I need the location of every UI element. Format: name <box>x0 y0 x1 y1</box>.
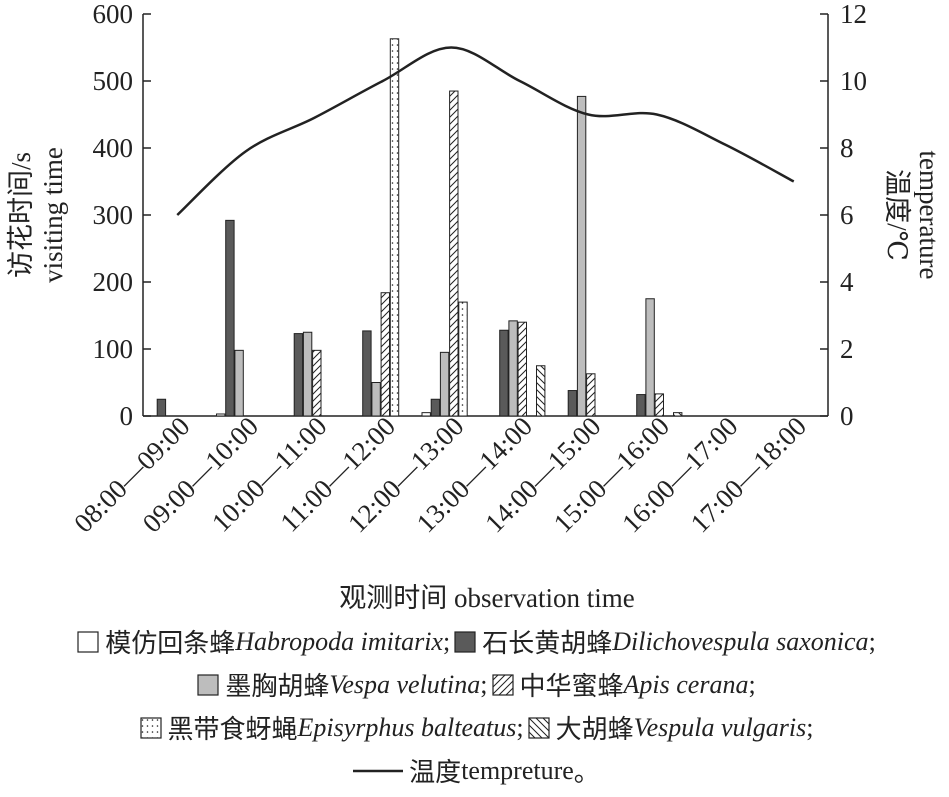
legend-swatch <box>197 673 219 696</box>
legend-name: 黑带食蚜蝇 <box>167 715 298 744</box>
y2-axis-label: temperature <box>914 151 944 280</box>
bar <box>673 412 683 417</box>
bar <box>645 298 655 417</box>
y-tick-label: 0 <box>120 401 134 431</box>
bar <box>380 292 391 417</box>
y2-tick-label: 12 <box>840 0 867 29</box>
y-axis-label: 访花时间/s <box>6 152 36 278</box>
legend-swatch <box>139 716 162 739</box>
y-tick-label: 500 <box>93 66 134 96</box>
bar <box>458 301 468 417</box>
legend-punct: ; <box>516 712 524 742</box>
legend-box <box>454 630 476 653</box>
y-tick-label: 400 <box>93 133 134 163</box>
legend-box <box>491 673 514 696</box>
bar <box>293 333 304 417</box>
bar <box>654 393 664 417</box>
legend-punct: ; <box>868 626 876 656</box>
bar <box>371 382 381 417</box>
y2-tick-label: 6 <box>840 200 854 230</box>
bar <box>439 351 450 417</box>
legend-latin: Apis cerana <box>623 669 749 699</box>
legend-name: 模仿回条蜂 <box>105 629 236 658</box>
bar <box>567 390 578 417</box>
legend-punct: 。 <box>573 758 600 787</box>
bar <box>517 321 527 417</box>
legend-name: 中华蜜蜂 <box>519 672 624 701</box>
bar <box>302 331 313 417</box>
bar <box>508 320 518 417</box>
x-axis-label: 观测时间 observation time <box>339 583 634 613</box>
legend-name: 石长黄胡蜂 <box>482 629 613 658</box>
y-tick-label: 200 <box>93 267 134 297</box>
legend-punct: ; <box>748 669 756 699</box>
legend: 模仿回条蜂 Habropoda imitarix; 石长黄胡蜂 Dilichov… <box>0 620 949 792</box>
legend-latin: Dilichovespula saxonica <box>612 626 869 656</box>
legend-name: 温度 <box>409 758 462 787</box>
legend-latin: Vespa velutina <box>329 669 481 699</box>
y-tick-label: 100 <box>93 334 134 364</box>
legend-latin: Vespula vulgaris <box>633 712 807 742</box>
bar <box>536 365 546 417</box>
bar <box>234 349 244 417</box>
bar <box>636 394 646 417</box>
legend-box <box>139 716 162 739</box>
y2-tick-label: 10 <box>840 66 867 96</box>
legend-punct: ; <box>442 626 451 656</box>
y2-tick-label: 0 <box>840 401 854 431</box>
legend-punct: ; <box>480 669 488 699</box>
legend-latin: Episyrphus balteatus <box>297 712 517 742</box>
legend-latin: Habropoda imitarix <box>235 626 443 656</box>
legend-swatch <box>454 630 476 653</box>
y2-tick-label: 2 <box>840 334 854 364</box>
bar <box>389 38 400 417</box>
bar <box>449 90 459 417</box>
bar <box>312 349 322 417</box>
bar <box>421 412 431 417</box>
legend-row: 黑带食蚜蝇 Episyrphus balteatus; 大胡蜂 Vespula … <box>0 706 949 749</box>
legend-latin: tempreture <box>461 755 574 785</box>
bar <box>156 398 167 417</box>
bar <box>586 373 596 417</box>
temperature-line <box>176 46 795 216</box>
legend-box <box>528 716 550 739</box>
y2-axis-label: 温度/℃ <box>882 169 912 261</box>
bar <box>430 398 441 417</box>
legend-punct: ; <box>806 712 814 742</box>
bar <box>225 219 235 417</box>
bar <box>216 413 226 417</box>
legend-name: 墨胸胡蜂 <box>225 672 330 701</box>
legend-swatch <box>528 716 550 739</box>
legend-swatch <box>77 630 99 653</box>
y2-tick-label: 8 <box>840 133 854 163</box>
y2-tick-label: 4 <box>840 267 854 297</box>
bar <box>499 329 509 417</box>
legend-box <box>77 630 99 653</box>
bar <box>576 95 587 417</box>
legend-swatch <box>491 673 514 696</box>
legend-row: 模仿回条蜂 Habropoda imitarix; 石长黄胡蜂 Dilichov… <box>0 620 949 663</box>
legend-swatch <box>353 769 404 772</box>
legend-box <box>197 673 219 696</box>
bar <box>362 330 372 417</box>
y-tick-label: 600 <box>93 0 134 29</box>
y-axis-label: visiting time <box>38 147 68 283</box>
chart: 010020030040050060002468101208:00—09:000… <box>6 0 944 613</box>
legend-row: 温度 tempreture。 <box>0 749 949 792</box>
legend-row: 墨胸胡蜂 Vespa velutina; 中华蜜蜂 Apis cerana; <box>0 663 949 706</box>
legend-name: 大胡蜂 <box>555 715 634 744</box>
y-tick-label: 300 <box>93 200 134 230</box>
